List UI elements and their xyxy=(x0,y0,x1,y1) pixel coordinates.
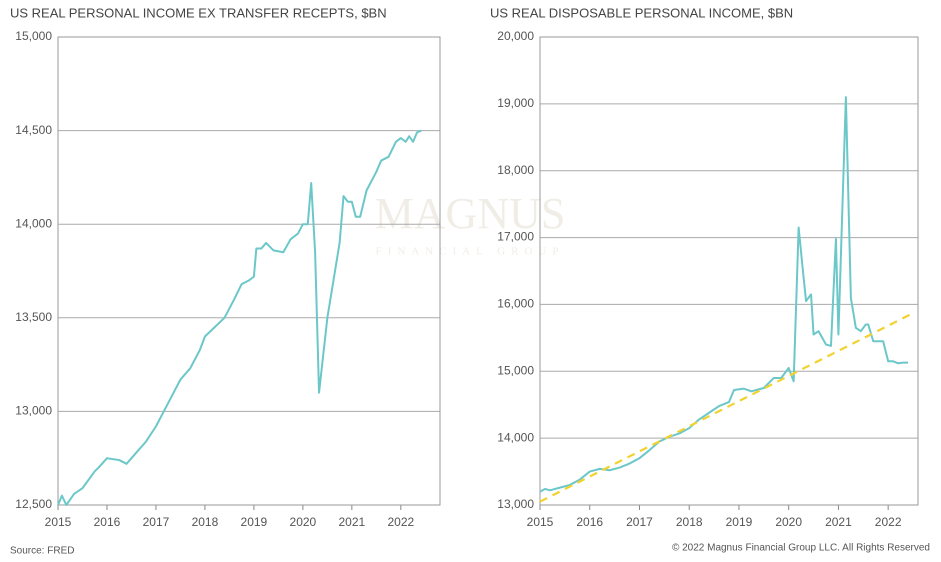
y-tick-label: 14,500 xyxy=(15,123,52,137)
y-tick-label: 17,000 xyxy=(497,230,534,244)
y-tick-label: 14,000 xyxy=(497,430,534,444)
plot-frame xyxy=(539,36,919,506)
y-tick-label: 14,000 xyxy=(15,216,52,230)
x-tick-label: 2016 xyxy=(576,515,603,529)
x-tick-label: 2016 xyxy=(94,515,121,529)
y-tick-label: 20,000 xyxy=(497,29,534,43)
x-tick-label: 2019 xyxy=(241,515,268,529)
x-tick-label: 2017 xyxy=(143,515,170,529)
x-tick-label: 2015 xyxy=(45,515,72,529)
y-tick-label: 18,000 xyxy=(497,163,534,177)
x-tick-label: 2021 xyxy=(825,515,852,529)
source: Source: FRED xyxy=(10,546,74,557)
y-tick-label: 13,000 xyxy=(15,404,52,418)
x-tick-label: 2020 xyxy=(775,515,802,529)
watermark-text: MAGNUS xyxy=(375,189,566,238)
chart-title: US REAL DISPOSABLE PERSONAL INCOME, $BN xyxy=(490,5,793,20)
y-tick-label: 13,000 xyxy=(497,497,534,511)
watermark-subtext: FINANCIAL GROUP xyxy=(376,246,565,258)
x-tick-label: 2017 xyxy=(626,515,653,529)
x-tick-label: 2019 xyxy=(726,515,753,529)
y-tick-label: 13,500 xyxy=(15,310,52,324)
y-tick-label: 15,000 xyxy=(497,363,534,377)
x-tick-label: 2022 xyxy=(875,515,902,529)
y-tick-label: 19,000 xyxy=(497,96,534,110)
x-tick-label: 2018 xyxy=(676,515,703,529)
copyright: © 2022 Magnus Financial Group LLC. All R… xyxy=(672,543,930,554)
x-tick-label: 2022 xyxy=(387,515,414,529)
x-tick-label: 2015 xyxy=(527,515,554,529)
series-line xyxy=(539,312,914,503)
y-tick-label: 16,000 xyxy=(497,297,534,311)
x-tick-label: 2020 xyxy=(290,515,317,529)
y-tick-label: 15,000 xyxy=(15,29,52,43)
plot-frame xyxy=(57,36,441,506)
x-tick-label: 2018 xyxy=(192,515,219,529)
y-tick-label: 12,500 xyxy=(15,497,52,511)
series-line xyxy=(57,129,422,506)
x-tick-label: 2021 xyxy=(338,515,365,529)
watermark: MAGNUS FINANCIAL GROUP xyxy=(375,189,566,257)
chart-title: US REAL PERSONAL INCOME EX TRANSFER RECE… xyxy=(10,5,387,20)
series-line xyxy=(539,96,909,493)
